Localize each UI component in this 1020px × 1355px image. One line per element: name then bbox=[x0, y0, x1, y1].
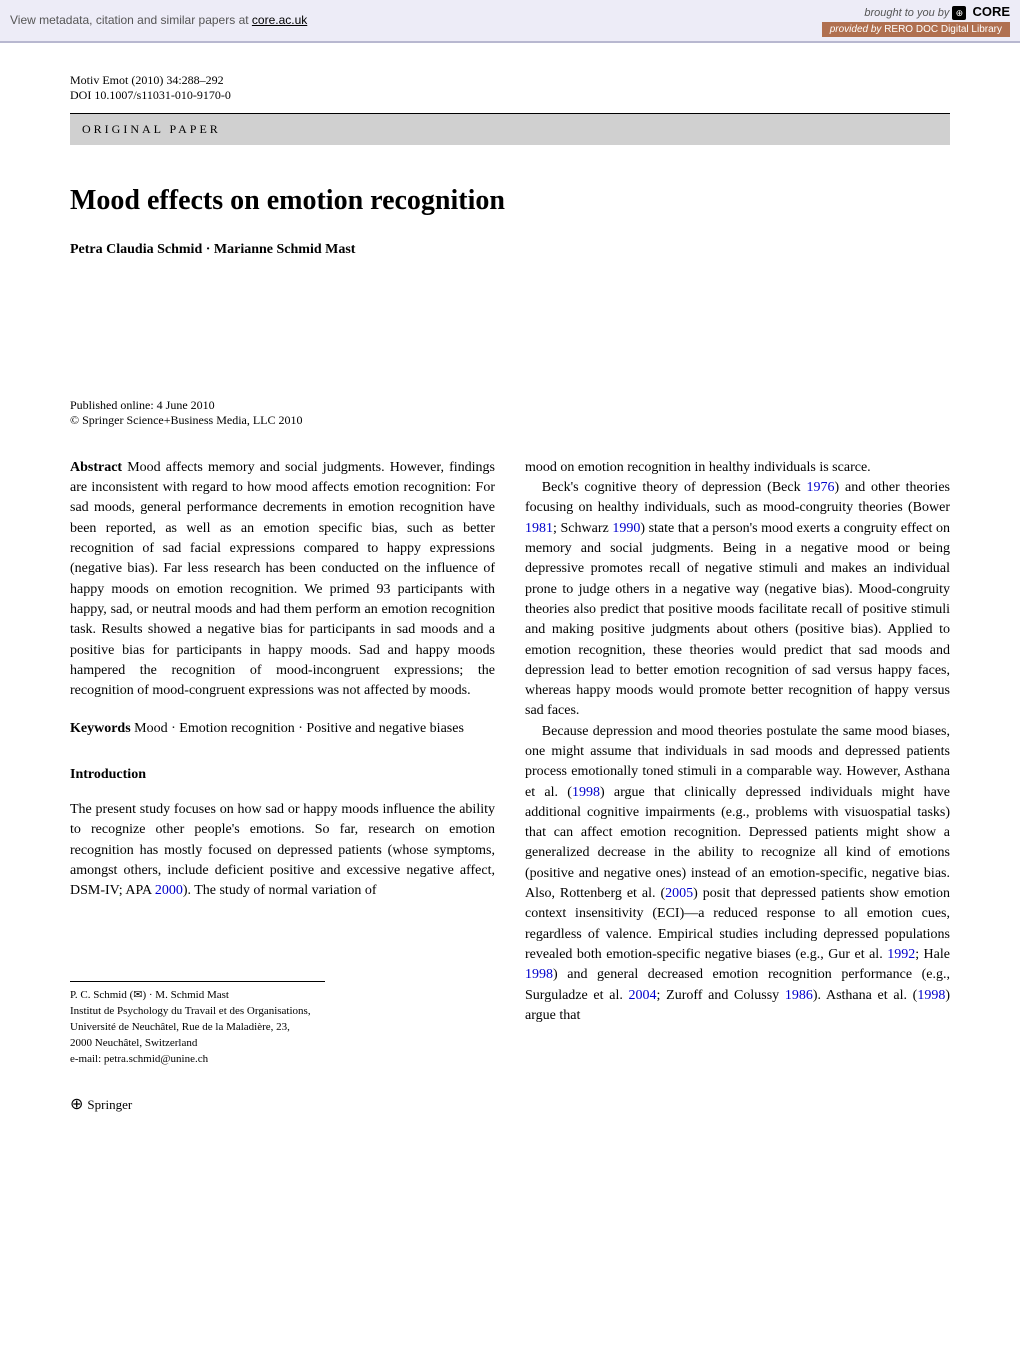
abstract-paragraph: Abstract Mood affects memory and social … bbox=[70, 458, 495, 702]
ref-asthana-1998b[interactable]: 1998 bbox=[917, 988, 945, 1003]
footer-line1: P. C. Schmid (✉) · M. Schmid Mast bbox=[70, 988, 325, 1004]
brought-by-text: brought to you by bbox=[864, 7, 952, 19]
metadata-bar-right: brought to you by ⊕ CORE provided by RERO… bbox=[822, 4, 1010, 37]
c2p2a: Beck's cognitive theory of depression (B… bbox=[542, 480, 807, 495]
paper-title: Mood effects on emotion recognition bbox=[70, 185, 950, 217]
intro-p1b: ). The study of normal variation of bbox=[183, 883, 377, 898]
springer-text: Springer bbox=[87, 1097, 132, 1112]
authors: Petra Claudia Schmid · Marianne Schmid M… bbox=[70, 242, 950, 258]
core-logo-text: CORE bbox=[972, 4, 1010, 19]
c2p3d: ; Hale bbox=[915, 947, 950, 962]
ref-beck-1976[interactable]: 1976 bbox=[806, 480, 834, 495]
springer-footer: ⊕ Springer bbox=[70, 1093, 495, 1116]
col2-p2: Beck's cognitive theory of depression (B… bbox=[525, 478, 950, 722]
ref-schwarz-1990[interactable]: 1990 bbox=[612, 521, 640, 536]
provided-by-label: provided by bbox=[830, 24, 884, 35]
footer-line2: Institut de Psychology du Travail et des… bbox=[70, 1004, 325, 1020]
ref-bower-1981[interactable]: 1981 bbox=[525, 521, 553, 536]
metadata-bar-left: View metadata, citation and similar pape… bbox=[10, 13, 307, 27]
c2p2c: ; Schwarz bbox=[553, 521, 612, 536]
provided-by-source: RERO DOC Digital Library bbox=[884, 24, 1002, 35]
introduction-heading: Introduction bbox=[70, 765, 495, 785]
c2p3b: ) argue that clinically depressed indivi… bbox=[525, 785, 950, 901]
paper-type: ORIGINAL PAPER bbox=[70, 114, 950, 145]
journal-info: Motiv Emot (2010) 34:288–292 DOI 10.1007… bbox=[70, 73, 950, 103]
published-online: Published online: 4 June 2010 bbox=[70, 398, 950, 413]
ref-hale-1998[interactable]: 1998 bbox=[525, 967, 553, 982]
col2-p1: mood on emotion recognition in healthy i… bbox=[525, 458, 950, 478]
keywords-label: Keywords bbox=[70, 721, 131, 736]
ref-apa-2000[interactable]: 2000 bbox=[155, 883, 183, 898]
ref-rottenberg-2005[interactable]: 2005 bbox=[665, 886, 693, 901]
journal-doi: DOI 10.1007/s11031-010-9170-0 bbox=[70, 88, 950, 103]
copyright: © Springer Science+Business Media, LLC 2… bbox=[70, 413, 950, 428]
core-icon: ⊕ bbox=[952, 6, 966, 20]
abstract-label: Abstract bbox=[70, 460, 122, 475]
col2-p3: Because depression and mood theories pos… bbox=[525, 722, 950, 1026]
footer-line4: 2000 Neuchâtel, Switzerland bbox=[70, 1036, 325, 1052]
c2p3g: ). Asthana et al. ( bbox=[813, 988, 917, 1003]
intro-paragraph-1: The present study focuses on how sad or … bbox=[70, 800, 495, 901]
content-columns: Abstract Mood affects memory and social … bbox=[70, 458, 950, 1117]
c2p3f: ; Zuroff and Colussy bbox=[657, 988, 785, 1003]
right-column: mood on emotion recognition in healthy i… bbox=[525, 458, 950, 1117]
keywords-text: Mood · Emotion recognition · Positive an… bbox=[131, 721, 464, 736]
keywords-paragraph: Keywords Mood · Emotion recognition · Po… bbox=[70, 719, 495, 739]
ref-zuroff-1986[interactable]: 1986 bbox=[785, 988, 813, 1003]
ref-surguladze-2004[interactable]: 2004 bbox=[629, 988, 657, 1003]
page-content: Motiv Emot (2010) 34:288–292 DOI 10.1007… bbox=[0, 43, 1020, 1157]
springer-icon: ⊕ bbox=[70, 1096, 83, 1113]
journal-citation: Motiv Emot (2010) 34:288–292 bbox=[70, 73, 950, 88]
ref-asthana-1998[interactable]: 1998 bbox=[572, 785, 600, 800]
abstract-text: Mood affects memory and social judgments… bbox=[70, 460, 495, 698]
metadata-text: View metadata, citation and similar pape… bbox=[10, 13, 252, 27]
footer-line5: e-mail: petra.schmid@unine.ch bbox=[70, 1052, 325, 1068]
core-top-bar: View metadata, citation and similar pape… bbox=[0, 0, 1020, 43]
author-footer: P. C. Schmid (✉) · M. Schmid Mast Instit… bbox=[70, 981, 325, 1068]
core-link[interactable]: core.ac.uk bbox=[252, 13, 307, 27]
ref-gur-1992[interactable]: 1992 bbox=[887, 947, 915, 962]
left-column: Abstract Mood affects memory and social … bbox=[70, 458, 495, 1117]
publication-info: Published online: 4 June 2010 © Springer… bbox=[70, 398, 950, 428]
c2p2d: ) state that a person's mood exerts a co… bbox=[525, 521, 950, 719]
provided-by-bar: provided by RERO DOC Digital Library bbox=[822, 22, 1010, 37]
footer-line3: Université de Neuchâtel, Rue de la Malad… bbox=[70, 1020, 325, 1036]
